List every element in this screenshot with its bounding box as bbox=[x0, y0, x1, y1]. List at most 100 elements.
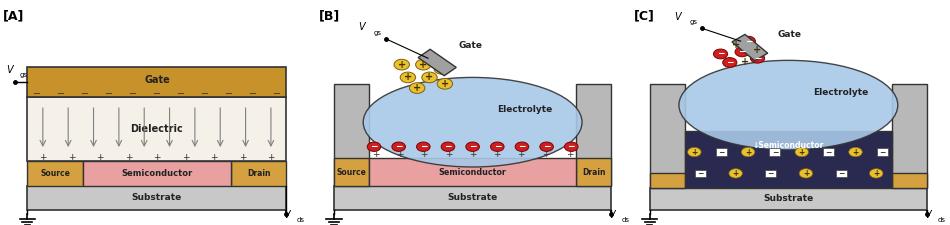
Text: +: + bbox=[39, 153, 47, 162]
Circle shape bbox=[713, 49, 728, 59]
Text: +: + bbox=[692, 148, 697, 157]
Text: V: V bbox=[283, 210, 290, 220]
Text: −: − bbox=[200, 89, 209, 99]
Text: gs: gs bbox=[690, 19, 697, 25]
Text: Gate: Gate bbox=[778, 30, 802, 39]
Text: Semiconductor: Semiconductor bbox=[439, 168, 506, 177]
Text: Drain: Drain bbox=[247, 169, 271, 178]
Text: Substrate: Substrate bbox=[132, 194, 182, 202]
Circle shape bbox=[441, 142, 455, 151]
FancyBboxPatch shape bbox=[650, 188, 927, 210]
Text: +: + bbox=[753, 45, 762, 55]
Text: Dielectric: Dielectric bbox=[130, 124, 183, 134]
Text: −: − bbox=[177, 89, 185, 99]
Text: V: V bbox=[924, 210, 931, 220]
Text: ds: ds bbox=[622, 217, 630, 223]
Text: +: + bbox=[396, 150, 404, 159]
Text: +: + bbox=[441, 79, 449, 89]
Ellipse shape bbox=[363, 77, 582, 167]
Text: Semiconductor: Semiconductor bbox=[122, 169, 193, 178]
Text: +: + bbox=[799, 148, 805, 157]
Text: −: − bbox=[469, 142, 476, 151]
Circle shape bbox=[723, 58, 737, 68]
Text: −: − bbox=[420, 142, 428, 151]
Circle shape bbox=[434, 63, 449, 74]
Text: −: − bbox=[879, 148, 885, 157]
Text: ds: ds bbox=[297, 217, 305, 223]
Circle shape bbox=[799, 169, 812, 178]
Circle shape bbox=[422, 72, 437, 83]
Text: −: − bbox=[153, 89, 161, 99]
Text: −: − bbox=[768, 169, 774, 178]
Text: +: + bbox=[238, 153, 246, 162]
Circle shape bbox=[741, 147, 755, 157]
Circle shape bbox=[564, 142, 578, 151]
Text: +: + bbox=[732, 40, 740, 50]
Text: −: − bbox=[104, 89, 113, 99]
Circle shape bbox=[688, 147, 701, 157]
Text: V: V bbox=[674, 12, 681, 22]
Text: −: − bbox=[129, 89, 137, 99]
Text: −: − bbox=[753, 54, 761, 63]
Text: −: − bbox=[518, 142, 525, 151]
FancyBboxPatch shape bbox=[28, 97, 286, 161]
Text: −: − bbox=[225, 89, 233, 99]
FancyBboxPatch shape bbox=[892, 173, 927, 188]
Text: [A]: [A] bbox=[3, 9, 24, 22]
FancyBboxPatch shape bbox=[877, 148, 888, 156]
Text: +: + bbox=[404, 72, 412, 82]
Text: +: + bbox=[741, 57, 750, 68]
Text: gs: gs bbox=[20, 72, 28, 79]
FancyBboxPatch shape bbox=[28, 67, 286, 97]
FancyBboxPatch shape bbox=[766, 169, 776, 177]
Text: ds: ds bbox=[938, 217, 946, 223]
Text: −: − bbox=[542, 142, 550, 151]
Text: +: + bbox=[542, 150, 549, 159]
Text: −: − bbox=[697, 169, 704, 178]
Circle shape bbox=[490, 142, 504, 151]
Polygon shape bbox=[418, 49, 456, 76]
FancyBboxPatch shape bbox=[892, 84, 927, 188]
Text: Gate: Gate bbox=[144, 74, 170, 85]
Text: −: − bbox=[57, 89, 65, 99]
Text: +: + bbox=[518, 150, 525, 159]
Text: −: − bbox=[726, 58, 733, 67]
FancyBboxPatch shape bbox=[28, 186, 286, 210]
Text: +: + bbox=[852, 148, 859, 157]
Text: Electrolyte: Electrolyte bbox=[813, 88, 868, 97]
FancyBboxPatch shape bbox=[576, 84, 611, 186]
FancyBboxPatch shape bbox=[695, 169, 706, 177]
FancyBboxPatch shape bbox=[231, 161, 286, 186]
FancyBboxPatch shape bbox=[650, 173, 685, 188]
Text: −: − bbox=[738, 47, 746, 56]
FancyBboxPatch shape bbox=[576, 158, 611, 186]
Text: −: − bbox=[718, 148, 725, 157]
Text: +: + bbox=[732, 169, 739, 178]
Circle shape bbox=[416, 142, 430, 151]
Text: −: − bbox=[771, 148, 778, 157]
Text: [C]: [C] bbox=[635, 9, 655, 22]
Text: +: + bbox=[419, 60, 428, 70]
Text: Drain: Drain bbox=[581, 168, 605, 177]
Circle shape bbox=[466, 142, 480, 151]
FancyBboxPatch shape bbox=[835, 169, 846, 177]
Text: +: + bbox=[153, 153, 161, 162]
Text: +: + bbox=[873, 169, 880, 178]
Text: +: + bbox=[181, 153, 189, 162]
Text: −: − bbox=[567, 142, 575, 151]
Circle shape bbox=[368, 142, 381, 151]
Circle shape bbox=[741, 36, 755, 46]
Text: Electrolyte: Electrolyte bbox=[498, 105, 553, 114]
FancyBboxPatch shape bbox=[650, 84, 685, 188]
Text: +: + bbox=[426, 72, 433, 82]
Text: −: − bbox=[717, 50, 724, 58]
Text: −: − bbox=[81, 89, 88, 99]
FancyBboxPatch shape bbox=[370, 158, 576, 186]
Text: Source: Source bbox=[40, 169, 70, 178]
Text: +: + bbox=[445, 150, 452, 159]
Circle shape bbox=[848, 147, 863, 157]
Ellipse shape bbox=[679, 60, 898, 150]
FancyBboxPatch shape bbox=[715, 148, 727, 156]
Text: −: − bbox=[445, 142, 451, 151]
Text: −: − bbox=[273, 89, 281, 99]
